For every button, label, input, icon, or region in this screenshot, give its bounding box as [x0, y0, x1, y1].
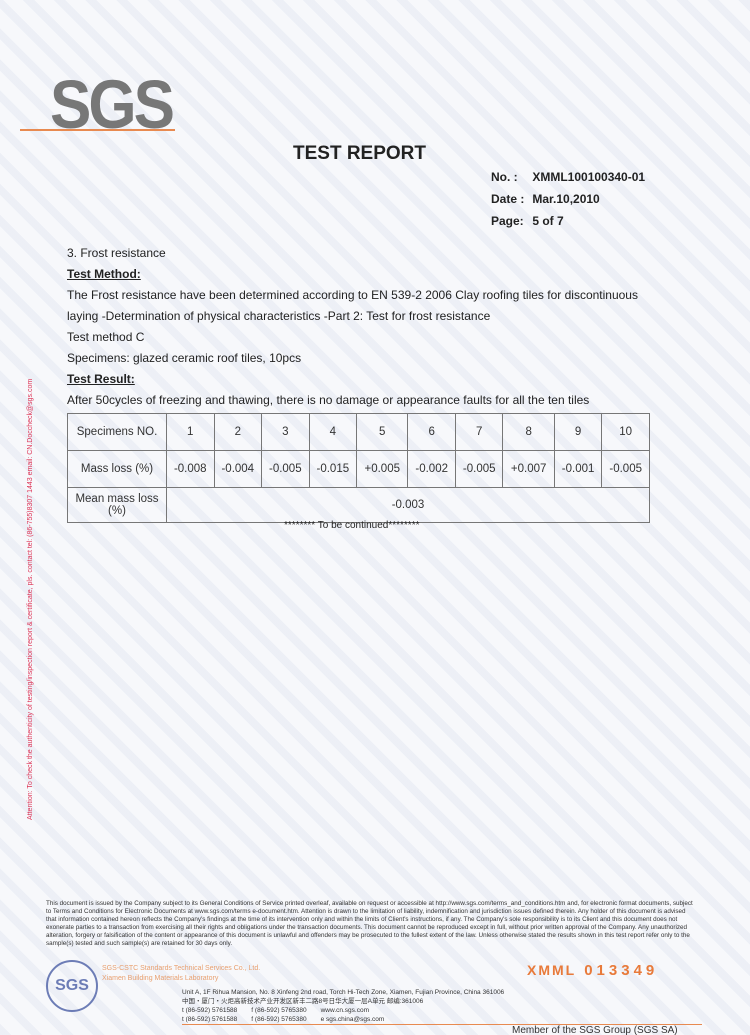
address-cn: 中国・厦门・火炬高新技术产业开发区新丰二路8号日华大厦一层A单元 邮编:3610… — [182, 998, 424, 1005]
telephone: t (86-592) 5761588 — [182, 1016, 238, 1023]
table-row: Specimens NO. 1 2 3 4 5 6 7 8 9 10 — [67, 413, 650, 451]
page-number: 5 of 7 — [532, 214, 564, 228]
company-en: SGS-CSTC Standards Technical Services Co… — [102, 965, 261, 972]
mean-value: -0.003 — [166, 487, 650, 523]
specimen-number: 10 — [601, 413, 650, 451]
disclaimer: This document is issued by the Company s… — [46, 900, 693, 947]
mass-loss-value: -0.005 — [261, 450, 310, 488]
address-block: Unit A, 1F Rihua Mansion, No. 8 Xinfeng … — [182, 988, 518, 1024]
specimen-number: 9 — [553, 413, 603, 451]
meta-label: Page: — [491, 214, 524, 228]
member-note: Member of the SGS Group (SGS SA) — [512, 1025, 678, 1035]
mass-loss-value: -0.008 — [166, 450, 215, 488]
mass-loss-value: -0.005 — [601, 450, 650, 488]
mass-loss-value: -0.002 — [407, 450, 456, 488]
specimen-number: 8 — [502, 413, 555, 451]
footer-divider — [182, 1024, 702, 1025]
continued-note: ******** To be continued******** — [284, 520, 420, 531]
page-title: TEST REPORT — [293, 143, 427, 164]
report-meta: No. : XMML100100340-01 Date : Mar.10,2010 … — [489, 165, 653, 233]
company-lab: Xiamen Building Materials Laboratory — [102, 975, 219, 982]
results-table: Specimens NO. 1 2 3 4 5 6 7 8 9 10 Mass loss (%) -0… — [67, 413, 650, 523]
meta-label: No. : — [491, 170, 518, 184]
table-row: Mass loss (%) -0.008 -0.004 -0.005 -0.015 +0.… — [67, 450, 650, 488]
sgs-logo: SGS — [50, 67, 175, 144]
email-link[interactable]: e sgs.china@sgs.com — [320, 1016, 385, 1023]
fax: f (86-592) 5765380 — [251, 1007, 307, 1014]
method-label: Test Method: — [67, 267, 141, 281]
specimen-number: 6 — [407, 413, 456, 451]
meta-label: Date : — [491, 192, 525, 206]
test-method: Test method C — [67, 330, 145, 344]
report-number: XMML100100340-01 — [532, 170, 646, 184]
website-link[interactable]: www.cn.sgs.com — [320, 1007, 369, 1014]
specimen-number: 2 — [213, 413, 263, 451]
specimen-number: 3 — [261, 413, 310, 451]
mass-loss-value: -0.004 — [213, 450, 263, 488]
report-date: Mar.10,2010 — [532, 192, 600, 206]
telephone: t (86-592) 5761588 — [182, 1007, 238, 1014]
fax: f (86-592) 5765380 — [251, 1016, 307, 1023]
specimens-text: Specimens: glazed ceramic roof tiles, 10… — [67, 351, 302, 365]
table-row: Mean mass loss (%) -0.003 — [67, 487, 650, 523]
serial-prefix: XMML — [527, 962, 577, 978]
specimen-number: 5 — [356, 413, 409, 451]
specimen-number: 1 — [166, 413, 215, 451]
result-label: Test Result: — [67, 372, 135, 386]
mass-loss-value: -0.005 — [454, 450, 504, 488]
result-text: After 50cycles of freezing and thawing, … — [67, 393, 590, 407]
mass-loss-value: +0.007 — [502, 450, 555, 488]
authenticity-note: Attention: To check the authenticity of … — [27, 378, 34, 820]
mass-loss-value: -0.015 — [308, 450, 358, 488]
mass-loss-value: -0.001 — [553, 450, 603, 488]
mass-loss-value: +0.005 — [356, 450, 409, 488]
row-header: Mean mass loss (%) — [67, 487, 167, 523]
row-header: Specimens NO. — [67, 413, 167, 451]
sgs-seal: SGS — [46, 960, 98, 1012]
specimen-number: 4 — [308, 413, 358, 451]
method-text: The Frost resistance have been determine… — [67, 288, 638, 323]
serial-number: XMML 013349 — [527, 962, 658, 979]
row-header: Mass loss (%) — [67, 450, 167, 488]
logo-divider — [20, 129, 175, 131]
section-body: 3. Frost resistance Test Method: The Fro… — [67, 243, 667, 411]
section-heading: 3. Frost resistance — [67, 246, 166, 260]
address-en: Unit A, 1F Rihua Mansion, No. 8 Xinfeng … — [182, 989, 505, 996]
company-name: SGS-CSTC Standards Technical Services Co… — [102, 964, 260, 984]
serial-digits: 013349 — [584, 962, 659, 979]
specimen-number: 7 — [454, 413, 504, 451]
